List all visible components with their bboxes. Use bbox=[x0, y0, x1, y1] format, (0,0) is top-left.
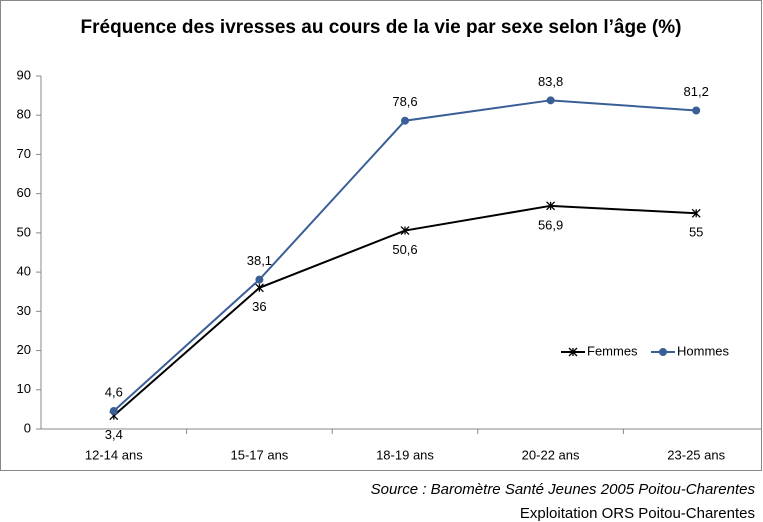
series-line bbox=[113, 204, 697, 417]
point bbox=[255, 275, 264, 284]
credit: Exploitation ORS Poitou-Charentes bbox=[520, 505, 755, 522]
point bbox=[546, 201, 556, 211]
point bbox=[109, 406, 118, 415]
y-tick-label: 20 bbox=[17, 342, 31, 357]
legend-marker bbox=[568, 347, 578, 357]
y-tick-label: 70 bbox=[17, 146, 31, 161]
y-tick-label: 40 bbox=[17, 264, 31, 279]
y-tick-label: 10 bbox=[17, 381, 31, 396]
data-label: 81,2 bbox=[684, 84, 709, 99]
chart-title: Fréquence des ivresses au cours de la vi… bbox=[81, 17, 682, 38]
point bbox=[546, 96, 555, 105]
point bbox=[254, 283, 264, 293]
legend-label: Hommes bbox=[677, 343, 730, 358]
y-tick-label: 50 bbox=[17, 224, 31, 239]
y-tick-label: 30 bbox=[17, 303, 31, 318]
data-label: 56,9 bbox=[538, 217, 563, 232]
legend-label: Femmes bbox=[587, 343, 638, 358]
point bbox=[401, 116, 409, 125]
y-tick-label: 60 bbox=[17, 185, 31, 200]
x-tick-label: 15-17 ans bbox=[230, 447, 288, 462]
point bbox=[691, 208, 701, 218]
x-tick-label: 20-22 ans bbox=[522, 447, 580, 462]
source: Source : Baromètre Santé Jeunes 2005 Poi… bbox=[371, 481, 756, 498]
x-tick-label: 18-19 ans bbox=[376, 447, 434, 462]
data-label: 4,6 bbox=[105, 384, 123, 399]
y-tick-label: 90 bbox=[17, 67, 31, 82]
y-tick-label: 80 bbox=[17, 107, 31, 122]
data-label: 78,6 bbox=[392, 94, 417, 109]
x-tick-label: 23-25 ans bbox=[667, 447, 725, 462]
point bbox=[400, 226, 410, 235]
data-label: 3,4 bbox=[105, 427, 123, 442]
chart-frame bbox=[0, 0, 762, 471]
data-label: 36 bbox=[252, 299, 266, 314]
data-label: 83,8 bbox=[538, 74, 563, 89]
legend-marker bbox=[659, 348, 667, 356]
data-label: 50,6 bbox=[392, 242, 417, 257]
y-tick-label: 0 bbox=[24, 420, 31, 435]
data-label: 55 bbox=[689, 225, 703, 240]
x-tick-label: 12-14 ans bbox=[85, 447, 143, 462]
point bbox=[692, 106, 701, 115]
data-label: 38,1 bbox=[247, 253, 272, 268]
